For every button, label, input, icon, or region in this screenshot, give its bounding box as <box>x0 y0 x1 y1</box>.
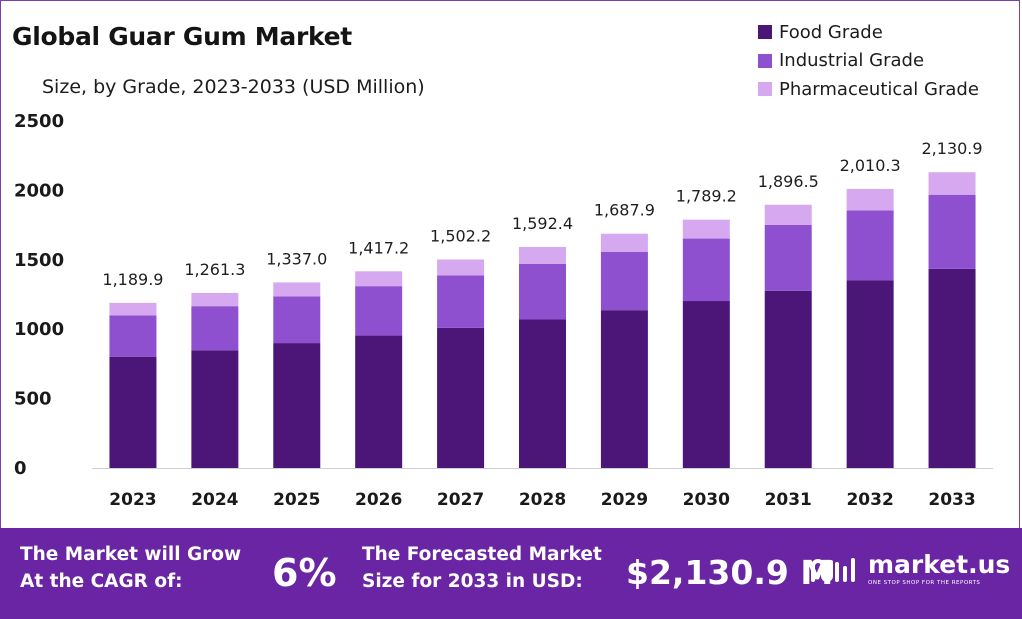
bar-segment-food-grade <box>928 268 976 468</box>
forecast-label-line1: The Forecasted Market <box>362 544 602 565</box>
brand-mark-icon <box>811 558 855 582</box>
legend: Food Grade Industrial Grade Pharmaceutic… <box>758 18 979 104</box>
legend-swatch-pharmaceutical-grade <box>758 82 772 97</box>
bar-total-label: 2,010.3 <box>840 156 901 175</box>
bar-segment-pharmaceutical-grade <box>600 233 648 252</box>
bar-segment-industrial-grade <box>600 251 648 311</box>
x-tick-label: 2028 <box>519 490 566 510</box>
x-tick-label: 2024 <box>191 490 238 510</box>
bar-total-label: 2,130.9 <box>922 139 983 158</box>
bar-segment-industrial-grade <box>764 224 812 291</box>
bar-segment-pharmaceutical-grade <box>846 188 894 211</box>
bar-segment-industrial-grade <box>928 194 976 269</box>
legend-item-industrial-grade: Industrial Grade <box>758 47 979 76</box>
legend-item-pharmaceutical-grade: Pharmaceutical Grade <box>758 75 979 104</box>
legend-label: Industrial Grade <box>779 50 925 72</box>
bar-segment-food-grade <box>355 335 403 468</box>
cagr-label-line1: The Market will Grow <box>20 544 242 565</box>
bar-total-label: 1,789.2 <box>676 187 737 206</box>
bar-segment-industrial-grade <box>437 275 485 328</box>
x-tick-label: 2033 <box>928 490 975 510</box>
bar-total-label: 1,592.4 <box>512 214 573 233</box>
bar-segment-pharmaceutical-grade <box>355 271 403 287</box>
bar-segment-pharmaceutical-grade <box>764 204 812 225</box>
x-tick-label: 2023 <box>109 490 156 510</box>
bar-total-label: 1,417.2 <box>348 238 409 257</box>
bar-segment-food-grade <box>846 280 894 468</box>
bar-segment-food-grade <box>600 310 648 468</box>
y-tick-label: 0 <box>14 458 27 479</box>
bar-segment-pharmaceutical-grade <box>273 282 321 297</box>
bar-total-label: 1,687.9 <box>594 201 655 220</box>
x-tick-label: 2025 <box>273 490 320 510</box>
bar-segment-industrial-grade <box>846 210 894 281</box>
chart-subtitle: Size, by Grade, 2023-2033 (USD Million) <box>42 76 425 98</box>
x-tick-label: 2030 <box>683 490 730 510</box>
brand-logo: market.us ONE STOP SHOP FOR THE REPORTS <box>810 552 1010 586</box>
bar-segment-food-grade <box>273 343 321 468</box>
cagr-label-line2: At the CAGR of: <box>20 571 183 592</box>
bar-total-label: 1,502.2 <box>430 226 491 245</box>
forecast-value: $2,130.9 M <box>626 553 834 592</box>
bar-total-label: 1,189.9 <box>102 270 163 289</box>
y-tick-label: 2500 <box>14 111 64 132</box>
forecast-label-line2: Size for 2033 in USD: <box>362 571 583 592</box>
chart-title: Global Guar Gum Market <box>12 22 352 51</box>
bar-segment-industrial-grade <box>355 286 403 336</box>
legend-label: Food Grade <box>779 21 883 43</box>
bar-segment-industrial-grade <box>682 238 730 302</box>
bar-segment-pharmaceutical-grade <box>109 302 157 316</box>
bar-segment-food-grade <box>437 327 485 468</box>
bar-segment-pharmaceutical-grade <box>928 172 976 195</box>
legend-item-food-grade: Food Grade <box>758 18 979 47</box>
y-tick-label: 1500 <box>14 250 64 271</box>
bar-total-label: 1,261.3 <box>184 260 245 279</box>
x-tick-label: 2027 <box>437 490 484 510</box>
bar-segment-pharmaceutical-grade <box>519 246 566 264</box>
x-tick-label: 2029 <box>601 490 648 510</box>
bar-segment-food-grade <box>191 350 239 468</box>
x-tick-label: 2032 <box>846 490 893 510</box>
bar-segment-pharmaceutical-grade <box>682 219 730 239</box>
bar-segment-pharmaceutical-grade <box>191 292 239 307</box>
bar-segment-industrial-grade <box>273 296 321 344</box>
y-tick-label: 2000 <box>14 180 64 201</box>
cagr-value: 6% <box>272 551 337 595</box>
y-tick-label: 1000 <box>14 319 64 340</box>
legend-swatch-industrial-grade <box>758 53 772 68</box>
bar-segment-food-grade <box>682 301 730 468</box>
bar-segment-food-grade <box>109 356 157 468</box>
cagr-label: The Market will Grow At the CAGR of: <box>20 541 241 595</box>
forecast-label: The Forecasted Market Size for 2033 in U… <box>362 541 602 595</box>
brand-tagline: ONE STOP SHOP FOR THE REPORTS <box>868 580 981 586</box>
bar-total-label: 1,337.0 <box>266 249 327 268</box>
footer-banner: The Market will Grow At the CAGR of: 6% … <box>0 528 1022 619</box>
bar-segment-pharmaceutical-grade <box>437 259 485 276</box>
y-tick-label: 500 <box>14 389 52 410</box>
brand-name: market.us <box>868 550 1011 579</box>
x-tick-label: 2031 <box>765 490 812 510</box>
legend-label: Pharmaceutical Grade <box>779 78 979 100</box>
bar-segment-food-grade <box>764 290 812 468</box>
bar-segment-industrial-grade <box>191 306 239 351</box>
bar-total-label: 1,896.5 <box>758 172 819 191</box>
x-tick-label: 2026 <box>355 490 402 510</box>
bar-chart: 0 500 1000 1500 2000 2500 1,189.9 2023 1,261.3 20… <box>14 111 993 510</box>
bar-segment-industrial-grade <box>109 315 157 357</box>
bar-segment-food-grade <box>519 319 566 468</box>
legend-swatch-food-grade <box>758 25 772 40</box>
bar-segment-industrial-grade <box>519 263 566 320</box>
